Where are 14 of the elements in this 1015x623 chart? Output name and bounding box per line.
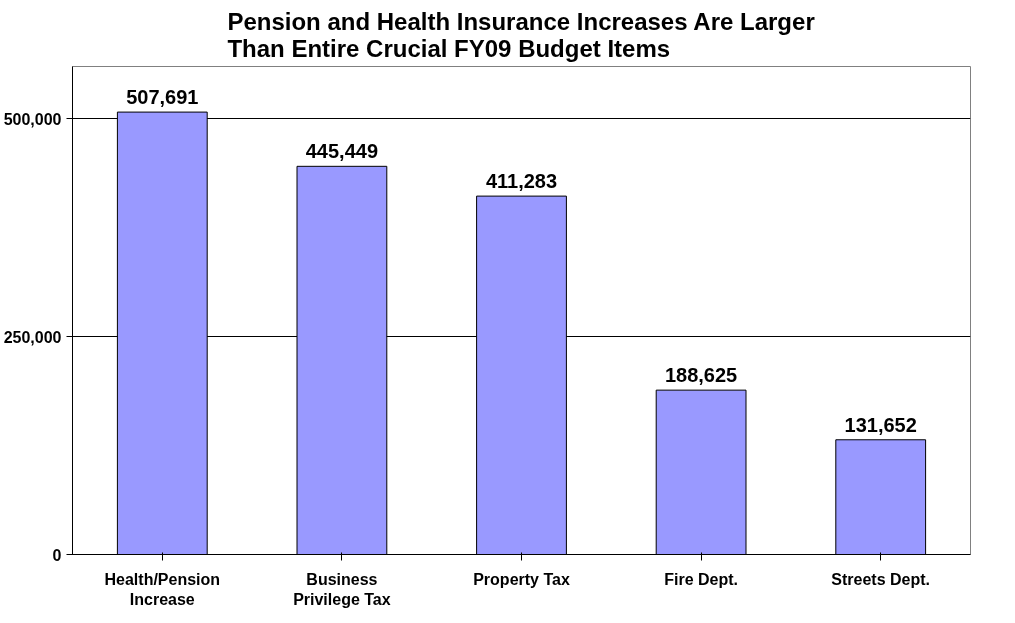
data-label: 445,449 — [305, 140, 379, 163]
x-tick-label: Streets Dept. — [831, 570, 931, 588]
x-tick-label: Business Privilege Tax — [293, 570, 391, 608]
y-tick-label: 500,000 — [3, 110, 62, 128]
x-tick-label: Health/Pension Increase — [104, 570, 221, 608]
data-label: 411,283 — [485, 170, 558, 193]
data-label: 131,652 — [844, 413, 917, 436]
data-label: 188,625 — [664, 364, 738, 387]
y-tick-label: 250,000 — [3, 328, 62, 346]
x-tick-label: Fire Dept. — [664, 570, 738, 588]
chart-title: Pension and Health Insurance Increases Are Larger Than Entire Crucial FY09 Budget Items — [227, 7, 815, 62]
y-tick-label: 0 — [52, 546, 62, 564]
x-tick-label: Property Tax — [473, 570, 570, 588]
data-label: 507,691 — [126, 86, 199, 109]
